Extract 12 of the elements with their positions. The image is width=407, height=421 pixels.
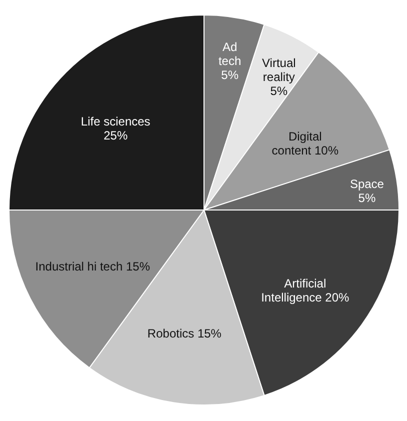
data-label: 5% bbox=[358, 191, 376, 206]
slice-label: Space bbox=[350, 177, 384, 192]
data-label: 5% bbox=[270, 84, 288, 98]
slice-label: Robotics 15% bbox=[147, 326, 222, 340]
slice-label: Virtual reality bbox=[262, 56, 296, 84]
slice-label: Life sciences bbox=[80, 114, 150, 129]
slice-label: Artificial Intelligence 20% bbox=[261, 276, 350, 304]
slice-label: Digital content 10% bbox=[272, 130, 339, 158]
slice-label: Ad tech bbox=[218, 40, 242, 68]
slice-label: Industrial hi tech 15% bbox=[35, 260, 150, 274]
data-label: 5% bbox=[221, 68, 239, 82]
data-label: 25% bbox=[104, 128, 128, 143]
